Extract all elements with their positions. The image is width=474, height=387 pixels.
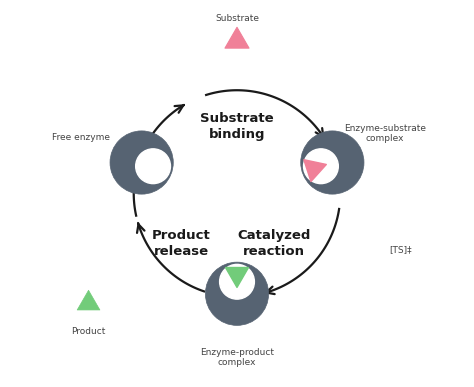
Polygon shape xyxy=(304,160,326,182)
Text: [TS]‡: [TS]‡ xyxy=(389,245,412,254)
Text: Free enzyme: Free enzyme xyxy=(52,133,110,142)
Text: Catalyzed
reaction: Catalyzed reaction xyxy=(237,229,310,258)
Circle shape xyxy=(301,131,364,194)
Circle shape xyxy=(219,264,255,299)
Polygon shape xyxy=(225,27,249,48)
Polygon shape xyxy=(77,290,100,310)
Text: Enzyme-product
complex: Enzyme-product complex xyxy=(200,348,274,367)
Circle shape xyxy=(136,149,171,183)
Text: Substrate
binding: Substrate binding xyxy=(200,111,274,140)
Circle shape xyxy=(205,262,269,325)
Polygon shape xyxy=(226,267,248,288)
Text: Substrate: Substrate xyxy=(215,14,259,23)
Circle shape xyxy=(110,131,173,194)
Text: Product
release: Product release xyxy=(152,229,210,258)
Text: Enzyme-substrate
complex: Enzyme-substrate complex xyxy=(344,124,426,144)
Circle shape xyxy=(303,149,338,183)
Text: Product: Product xyxy=(72,327,106,336)
